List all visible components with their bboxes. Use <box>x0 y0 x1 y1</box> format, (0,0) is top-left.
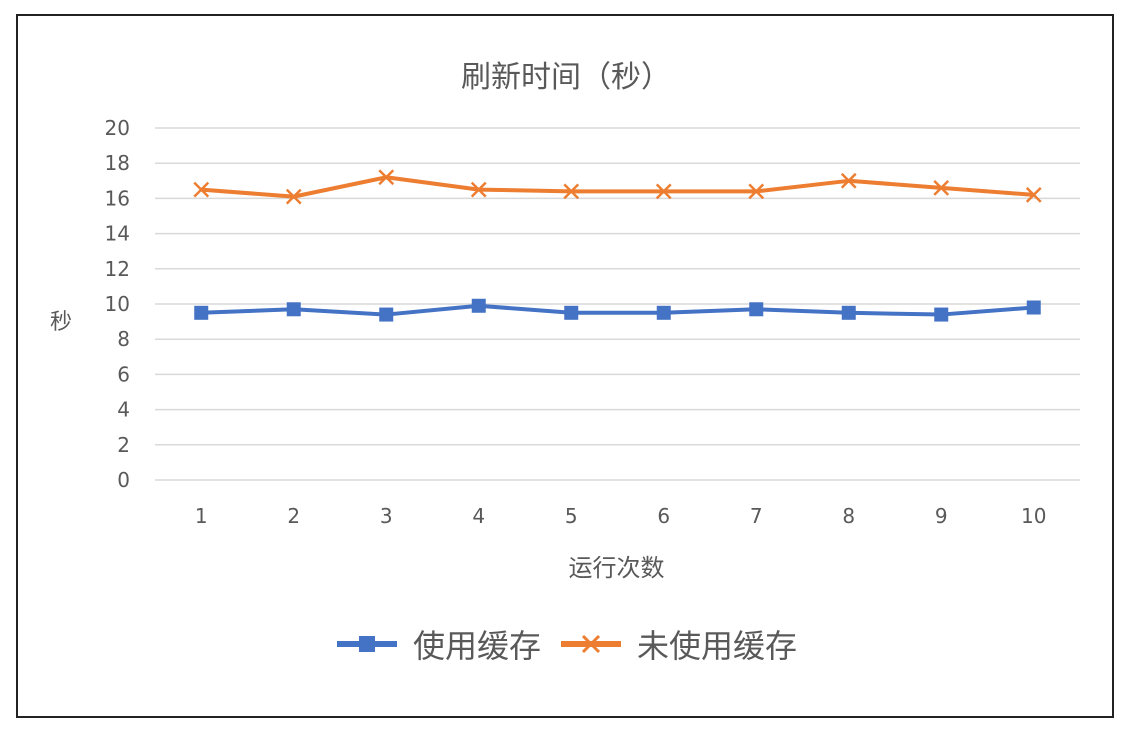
data-point-series-2 <box>470 181 487 198</box>
legend: 使用缓存 未使用缓存 <box>0 622 1132 666</box>
y-tick-label: 18 <box>105 151 130 175</box>
x-tick-label: 2 <box>287 504 300 528</box>
data-point-series-2 <box>840 172 857 189</box>
x-axis-label: 运行次数 <box>568 554 665 582</box>
y-tick-label: 12 <box>105 257 130 281</box>
data-point-series-2 <box>285 188 302 205</box>
data-point-series-1 <box>841 305 856 320</box>
data-point-series-2 <box>193 181 210 198</box>
y-tick-label: 6 <box>117 362 130 386</box>
data-point-series-1 <box>656 305 671 320</box>
y-tick-label: 16 <box>105 186 130 210</box>
data-point-series-1 <box>934 307 949 322</box>
y-tick-label: 2 <box>117 433 130 457</box>
data-point-series-2 <box>748 183 765 200</box>
data-point-series-2 <box>655 183 672 200</box>
data-point-series-1 <box>1026 300 1041 315</box>
x-tick-label: 10 <box>1021 504 1046 528</box>
y-tick-label: 0 <box>117 468 130 492</box>
data-point-series-2 <box>933 179 950 196</box>
x-tick-label: 3 <box>380 504 393 528</box>
y-axis-label: 秒 <box>50 310 73 335</box>
data-point-series-1 <box>286 302 301 317</box>
data-point-series-2 <box>1025 186 1042 203</box>
chart-title: 刷新时间（秒） <box>461 60 671 95</box>
chart-frame <box>16 14 1114 718</box>
y-tick-label: 10 <box>105 292 130 316</box>
legend-symbol-x-icon <box>561 634 621 654</box>
legend-label-series-2: 未使用缓存 <box>637 627 798 665</box>
y-tick-label: 20 <box>105 116 130 140</box>
y-tick-label: 4 <box>117 398 130 422</box>
legend-symbol-square-icon <box>336 636 397 652</box>
x-tick-label: 6 <box>657 504 670 528</box>
data-point-series-1 <box>194 305 209 320</box>
data-point-series-1 <box>471 298 486 313</box>
x-tick-label: 4 <box>472 504 485 528</box>
legend-label-series-1: 使用缓存 <box>412 627 541 665</box>
legend-item-series-1: 使用缓存 <box>335 621 541 667</box>
data-point-series-2 <box>563 183 580 200</box>
series-line-1 <box>201 303 1034 317</box>
data-point-series-2 <box>378 169 395 186</box>
y-tick-label: 8 <box>117 327 130 351</box>
data-point-series-1 <box>379 307 394 322</box>
y-tick-label: 14 <box>105 222 130 246</box>
legend-item-series-2: 未使用缓存 <box>559 621 797 667</box>
data-point-series-1 <box>564 305 579 320</box>
x-tick-label: 1 <box>195 504 208 528</box>
data-point-series-1 <box>749 302 764 317</box>
series-line-2 <box>201 175 1034 199</box>
x-tick-label: 9 <box>935 504 948 528</box>
x-tick-label: 7 <box>750 504 763 528</box>
x-tick-label: 5 <box>565 504 578 528</box>
x-tick-label: 8 <box>842 504 855 528</box>
